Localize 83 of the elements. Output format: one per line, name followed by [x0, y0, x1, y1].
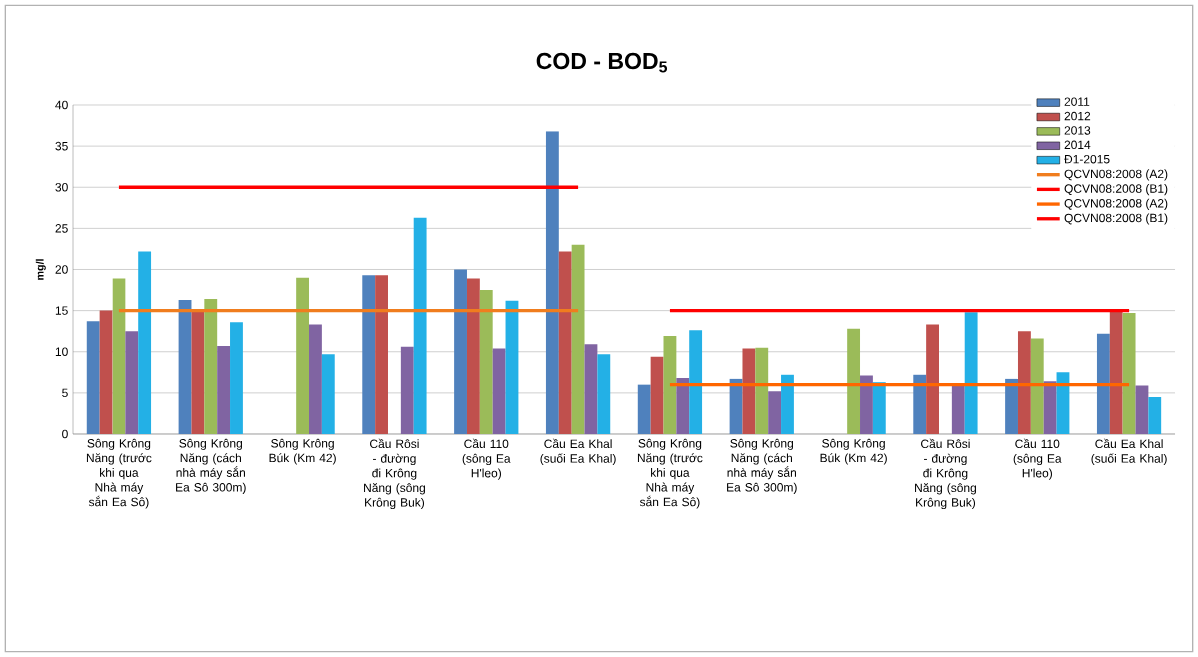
bar: [558, 251, 572, 434]
bar: [321, 354, 335, 434]
y-tick-label: 35: [55, 141, 68, 151]
bar: [1122, 313, 1136, 434]
y-tick-label: 30: [55, 182, 68, 192]
bar: [689, 330, 703, 434]
bar: [309, 324, 322, 434]
bar: [545, 131, 559, 434]
x-tick-label: Cầu Ea Khal (suối Ea Khal): [1091, 438, 1167, 466]
bar: [872, 382, 886, 434]
bar: [584, 344, 598, 434]
bar: [204, 299, 218, 434]
y-tick-label: 20: [55, 265, 68, 274]
bar: [755, 347, 769, 434]
x-tick-label: Cầu 110 (sông Ea H'leo): [462, 438, 511, 480]
y-tick-label: 40: [55, 100, 68, 110]
bar: [362, 275, 376, 434]
x-tick-label: Cầu Rôsi - đường đi Krông Năng (sông Krông Buk): [364, 438, 425, 510]
x-tick-label: Cầu Rôsi - đường đi Krông Năng (sông Krông Buk): [915, 438, 976, 510]
bar: [178, 299, 192, 434]
bar: [597, 354, 611, 434]
bar: [860, 375, 873, 434]
y-tick-label: 10: [55, 347, 68, 357]
bar: [217, 345, 231, 434]
x-tick-label: Sông Krông Năng (cách nhà máy sắn Ea Sô 300m): [176, 438, 246, 494]
bar: [112, 278, 126, 434]
bar: [913, 374, 927, 434]
bar: [375, 275, 388, 434]
bar: [413, 217, 427, 434]
bar: [663, 336, 677, 434]
bar: [676, 378, 690, 434]
x-tick-label: Cầu 110 (sông Ea H'leo): [1013, 438, 1062, 480]
bar: [637, 384, 651, 434]
bar: [964, 312, 978, 434]
bar: [1135, 385, 1149, 434]
y-tick-label: 5: [62, 388, 68, 398]
bar: [400, 346, 414, 434]
legend-label: QCVN08:2008 (B1): [1064, 184, 1168, 196]
bar: [492, 348, 506, 434]
bar: [1109, 310, 1123, 434]
x-tick-label: Sông Krông Năng (cách nhà máy sắn Ea Sô 300m): [727, 438, 797, 494]
y-axis-title: mg/l: [35, 259, 46, 280]
bar: [1030, 338, 1044, 434]
x-tick-label: Sông Krông Năng (trước khi qua Nhà máy sắn Ea Sô): [86, 438, 152, 509]
legend-label: 2014: [1064, 140, 1091, 150]
bar: [86, 321, 100, 434]
legend-label: 2011: [1064, 97, 1090, 106]
bar: [768, 391, 782, 434]
bar: [138, 251, 152, 434]
bar: [650, 356, 664, 434]
legend-label: QCVN08:2008 (A2): [1064, 198, 1168, 210]
legend-label: QCVN08:2008 (A2): [1064, 169, 1168, 181]
bar: [479, 290, 493, 434]
legend-label: 2013: [1064, 126, 1091, 135]
bar: [230, 322, 243, 434]
legend-label: 2012: [1064, 111, 1091, 121]
x-tick-label: Cầu Ea Khal (suối Ea Khal): [540, 438, 616, 466]
bar: [781, 374, 794, 434]
bar: [466, 278, 480, 434]
bar: [454, 269, 467, 434]
y-tick-label: 0: [62, 429, 68, 439]
bar: [742, 348, 756, 434]
bar: [571, 244, 585, 434]
bar: [951, 384, 965, 434]
x-tick-label: Sông Krông Búk (Km 42): [269, 438, 336, 465]
bar: [296, 277, 310, 434]
bar: [1005, 378, 1018, 434]
bar: [1017, 331, 1031, 434]
bar: [847, 328, 861, 434]
x-tick-label: Sông Krông Năng (trước khi qua Nhà máy sắn Ea Sô): [637, 438, 703, 509]
y-tick-label: 15: [55, 306, 68, 315]
bar: [125, 331, 139, 434]
bar: [926, 324, 939, 434]
bar: [1148, 396, 1162, 434]
bar: [99, 310, 113, 434]
chart-title: COD - BOD$_{5}$: [536, 52, 668, 73]
bar: [1043, 381, 1057, 434]
x-tick-label: Sông Krông Búk (Km 42): [820, 438, 887, 465]
legend-label: QCVN08:2008 (B1): [1064, 213, 1168, 225]
bar: [1096, 333, 1110, 434]
bar: [505, 300, 519, 434]
y-tick-label: 25: [55, 224, 68, 233]
legend-label: Đ1-2015: [1064, 154, 1110, 164]
